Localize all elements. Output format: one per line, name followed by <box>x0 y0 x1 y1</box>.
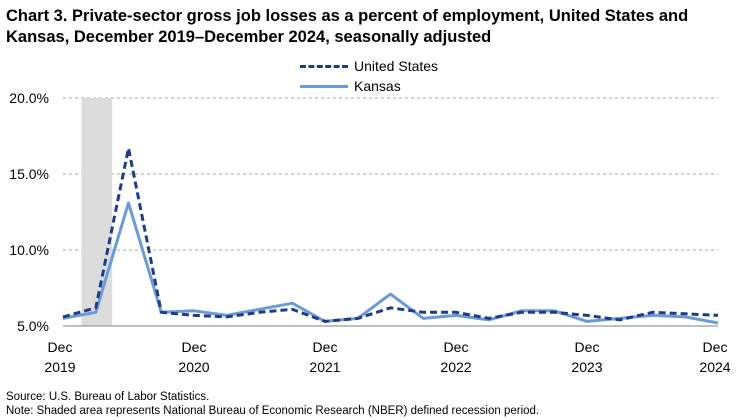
legend-item-kansas: Kansas <box>300 76 438 96</box>
x-tick-year: 2022 <box>440 359 471 375</box>
legend-label-kansas: Kansas <box>354 78 401 94</box>
source-note: Source: U.S. Bureau of Labor Statistics. <box>6 391 210 403</box>
y-tick-label: 15.0% <box>9 166 49 182</box>
legend-item-united-states: United States <box>300 56 438 76</box>
y-tick-label: 10.0% <box>9 242 49 258</box>
footnote: Note: Shaded area represents National Bu… <box>6 405 540 417</box>
legend-swatch-united-states <box>300 64 348 68</box>
series-lines <box>62 146 719 325</box>
x-tick-month: Dec <box>313 339 338 355</box>
x-tick-month: Dec <box>575 339 600 355</box>
recession-shade <box>81 98 113 326</box>
x-tick-month: Dec <box>48 339 73 355</box>
x-tick-month: Dec <box>182 339 207 355</box>
x-tick-year: 2019 <box>44 359 75 375</box>
x-tick-month: Dec <box>703 339 728 355</box>
x-tick-year: 2021 <box>309 359 340 375</box>
x-tick-year: 2023 <box>571 359 602 375</box>
legend: United States Kansas <box>300 56 438 96</box>
x-tick-year: 2020 <box>178 359 209 375</box>
y-tick-label: 5.0% <box>17 318 49 334</box>
legend-label-united-states: United States <box>354 58 439 74</box>
gridlines <box>63 97 718 251</box>
x-tick-year: 2024 <box>699 359 730 375</box>
y-tick-label: 20.0% <box>9 90 49 106</box>
recession-shading <box>81 98 113 326</box>
x-tick-month: Dec <box>444 339 469 355</box>
legend-swatch-kansas <box>300 84 348 88</box>
chart-title: Chart 3. Private-sector gross job losses… <box>6 7 689 46</box>
tick-labels: 5.0% 10.0% 15.0% 20.0% Dec 2019 Dec 2020 Dec 2021… <box>9 90 730 375</box>
series-line-united-states <box>62 146 719 323</box>
